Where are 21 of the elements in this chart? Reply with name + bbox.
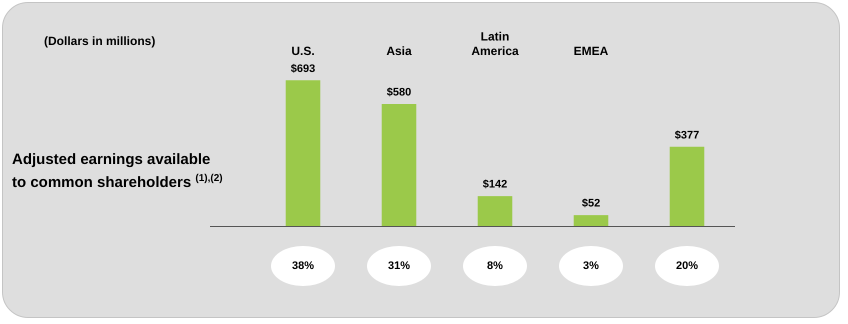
bar	[670, 146, 704, 226]
x-tick-label: Latin America	[471, 30, 519, 58]
x-tick-label: Asia	[386, 44, 412, 58]
text: 3%	[583, 260, 600, 272]
text: 20%	[676, 260, 698, 272]
bar	[382, 104, 416, 226]
bar	[478, 196, 512, 226]
data-label: $693	[290, 62, 316, 75]
x-tick-label: EMEA	[574, 44, 609, 58]
data-label: $580	[386, 86, 412, 99]
text: 38%	[292, 260, 314, 272]
data-label: $142	[482, 178, 508, 191]
data-label: $52	[582, 198, 600, 210]
text: 31%	[388, 260, 410, 272]
text: (Dollars in millions)	[44, 34, 156, 48]
bar	[574, 215, 608, 226]
text: 8%	[487, 260, 504, 272]
bar	[286, 80, 320, 226]
data-label: $377	[674, 129, 700, 142]
x-tick-label: U.S.	[291, 44, 315, 58]
y-axis-title: Adjusted earnings available to common shareholders $^{(1),(2)}$	[12, 150, 224, 192]
